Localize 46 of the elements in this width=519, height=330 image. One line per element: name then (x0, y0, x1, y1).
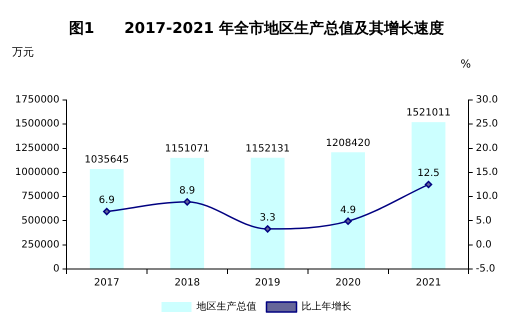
bar (250, 158, 285, 268)
bar (412, 122, 446, 268)
point (344, 217, 352, 225)
point (264, 225, 272, 233)
data-label: 12.5 (417, 168, 440, 180)
x-tick-label: 2020 (335, 278, 361, 289)
data-label: 1151071 (164, 143, 210, 154)
x-tick-label: 2019 (254, 278, 280, 289)
y-tick-label: 500000 (21, 215, 60, 226)
y2-tick-label: 25.0 (476, 118, 498, 130)
y-tick-label: 1250000 (14, 142, 60, 154)
y-tick-label: 1750000 (14, 94, 60, 106)
y2-tick-label: 20.0 (476, 142, 498, 154)
y-axis-title: 万元 (12, 45, 34, 58)
legend-label: 地区生产总值 (196, 300, 256, 313)
data-label: 1152131 (245, 143, 290, 154)
point (103, 208, 111, 216)
y-tick-label: 250000 (21, 239, 60, 250)
y2-tick-label: 15.0 (476, 167, 498, 178)
data-label: 8.9 (179, 185, 196, 196)
y2-tick-label: -5.0 (476, 264, 496, 275)
bar (331, 152, 365, 268)
bar (90, 168, 124, 268)
y-tick-label: 1500000 (14, 118, 60, 130)
point (424, 180, 432, 188)
y-tick-label: 750000 (21, 191, 60, 202)
data-label: 6.9 (98, 195, 115, 206)
legend-label: 比上年增长 (302, 300, 352, 313)
y-tick-label: 1000000 (14, 167, 60, 178)
data-label: 4.9 (340, 204, 356, 216)
y-tick-label: 0 (53, 264, 60, 275)
data-label: 1035645 (84, 154, 130, 166)
x-tick-label: 2018 (174, 278, 200, 289)
y2-axis-title: % (460, 57, 471, 70)
chart-title: 图1 2017-2021 年全市地区生产总值及其增长速度 (68, 18, 444, 37)
y2-tick-label: 10.0 (476, 191, 498, 202)
point (183, 198, 191, 206)
x-tick-label: 2021 (416, 278, 442, 289)
y2-tick-label: 0.0 (476, 239, 492, 250)
y2-tick-label: 5.0 (476, 215, 492, 226)
data-label: 1521011 (406, 108, 451, 119)
data-label: 3.3 (260, 212, 276, 224)
y2-tick-label: 30.0 (476, 94, 498, 106)
data-label: 1208420 (326, 138, 370, 149)
bar (170, 158, 204, 268)
x-tick-label: 2017 (94, 278, 120, 289)
